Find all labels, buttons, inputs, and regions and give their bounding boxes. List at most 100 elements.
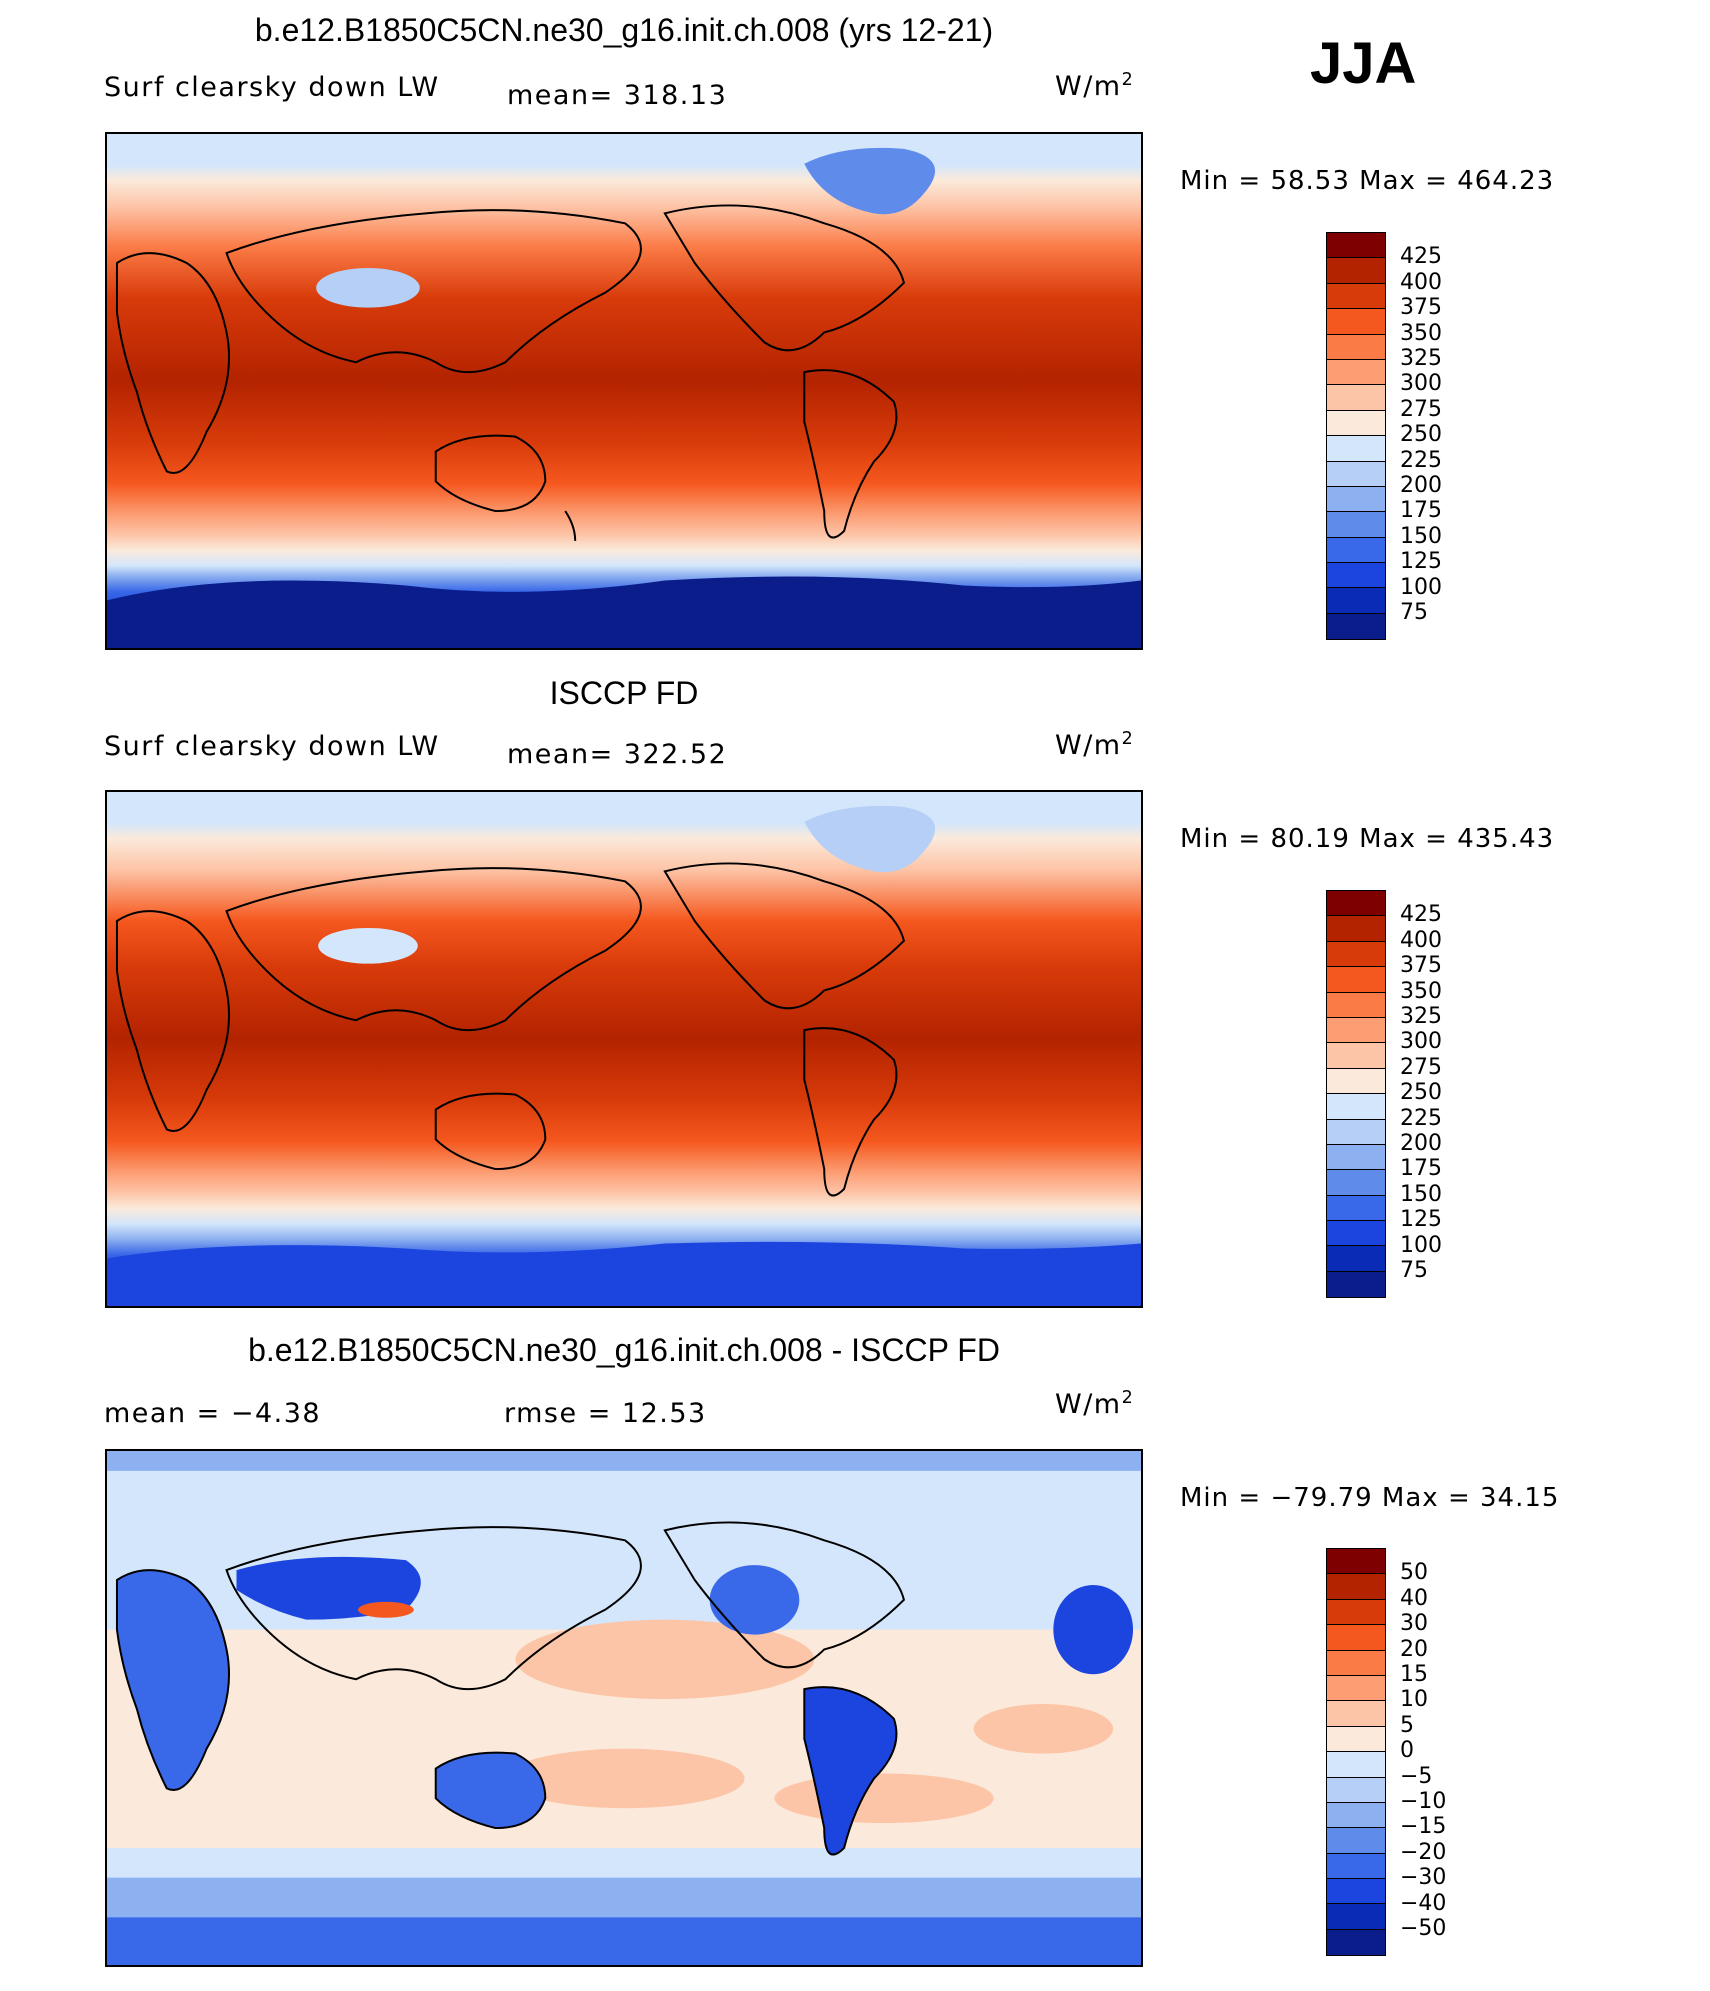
colorbar-swatch (1327, 1119, 1385, 1145)
colorbar-tick-label: 275 (1400, 1054, 1442, 1080)
colorbar-swatch (1327, 1549, 1385, 1575)
colorbar-tick-label: 325 (1400, 1004, 1442, 1029)
colorbar-swatch (1327, 967, 1385, 993)
colorbar-tick-label: 325 (1400, 346, 1442, 371)
colorbar-tick-label: 425 (1400, 244, 1442, 270)
panel1-mean-label: mean= 318.13 (507, 80, 728, 111)
colorbar-tick-label: 75 (1400, 600, 1428, 625)
colorbar-tick-label: 40 (1400, 1585, 1428, 1611)
colorbar-swatch (1327, 461, 1385, 487)
colorbar-tick-label: 125 (1400, 1207, 1442, 1233)
colorbar-tick-label: 175 (1400, 1156, 1442, 1182)
colorbar-tick-label: 400 (1400, 269, 1442, 295)
panel2-colorbar (1326, 890, 1386, 1299)
colorbar-tick-label: 400 (1400, 927, 1442, 953)
colorbar-tick-label: 300 (1400, 371, 1442, 397)
colorbar-swatch (1327, 334, 1385, 360)
colorbar-swatch (1327, 1246, 1385, 1272)
colorbar-tick-label: 150 (1400, 1181, 1442, 1207)
panel2-variable-label: Surf clearsky down LW (104, 731, 440, 762)
colorbar-tick-label: 175 (1400, 498, 1442, 524)
panel1-minmax: Min = 58.53 Max = 464.23 (1180, 166, 1555, 196)
panel3-mean-label: mean = −4.38 (104, 1398, 322, 1429)
panel3-units-label: W/m2 (1055, 1388, 1135, 1420)
colorbar-swatch (1327, 258, 1385, 284)
colorbar-swatch (1327, 1094, 1385, 1120)
colorbar-tick-label: −20 (1400, 1839, 1447, 1865)
panel2-minmax: Min = 80.19 Max = 435.43 (1180, 824, 1555, 854)
colorbar-swatch (1327, 1929, 1385, 1956)
colorbar-tick-label: −40 (1400, 1890, 1447, 1916)
panel1-map (105, 132, 1143, 650)
colorbar-swatch (1327, 1853, 1385, 1880)
colorbar-swatch (1327, 1625, 1385, 1651)
colorbar-swatch (1327, 1170, 1385, 1196)
colorbar-swatch (1327, 385, 1385, 411)
colorbar-tick-label: 225 (1400, 447, 1442, 473)
colorbar-swatch (1327, 1574, 1385, 1600)
colorbar-swatch (1327, 1043, 1385, 1069)
panel1-colorbar (1326, 232, 1386, 641)
colorbar-swatch (1327, 1701, 1385, 1727)
colorbar-swatch (1327, 1828, 1385, 1854)
colorbar-tick-label: 425 (1400, 902, 1442, 928)
colorbar-swatch (1327, 537, 1385, 564)
colorbar-tick-label: 10 (1400, 1687, 1428, 1713)
colorbar-swatch (1327, 613, 1385, 640)
colorbar-swatch (1327, 1221, 1385, 1247)
colorbar-tick-label: 30 (1400, 1611, 1428, 1637)
panel2-mean-label: mean= 322.52 (507, 739, 728, 770)
colorbar-tick-label: 225 (1400, 1105, 1442, 1131)
colorbar-swatch (1327, 233, 1385, 259)
season-label: JJA (1310, 31, 1417, 96)
colorbar-tick-label: 75 (1400, 1258, 1428, 1283)
panel2-map (105, 790, 1143, 1308)
colorbar-swatch (1327, 916, 1385, 942)
panel3-map (105, 1449, 1143, 1967)
colorbar-tick-label: 250 (1400, 1080, 1442, 1106)
colorbar-tick-label: 300 (1400, 1029, 1442, 1055)
colorbar-tick-label: −10 (1400, 1789, 1447, 1814)
colorbar-swatch (1327, 309, 1385, 335)
colorbar-tick-label: −50 (1400, 1916, 1447, 1941)
colorbar-tick-label: 15 (1400, 1662, 1428, 1687)
panel2-units-label: W/m2 (1055, 729, 1135, 761)
colorbar-tick-label: 0 (1400, 1738, 1414, 1764)
colorbar-tick-label: 100 (1400, 1232, 1442, 1258)
colorbar-swatch (1327, 283, 1385, 310)
colorbar-tick-label: 150 (1400, 523, 1442, 549)
colorbar-swatch (1327, 1879, 1385, 1905)
colorbar-tick-label: −30 (1400, 1865, 1447, 1891)
colorbar-tick-label: 50 (1400, 1560, 1428, 1586)
colorbar-tick-label: 275 (1400, 396, 1442, 422)
colorbar-tick-label: 375 (1400, 295, 1442, 321)
colorbar-tick-label: 5 (1400, 1712, 1414, 1738)
colorbar-swatch (1327, 486, 1385, 513)
colorbar-swatch (1327, 1144, 1385, 1171)
colorbar-swatch (1327, 891, 1385, 917)
colorbar-tick-label: 375 (1400, 953, 1442, 979)
colorbar-tick-label: −15 (1400, 1814, 1447, 1840)
panel1-units-label: W/m2 (1055, 70, 1135, 102)
panel3-colorbar (1326, 1548, 1386, 1957)
panel1-variable-label: Surf clearsky down LW (104, 72, 440, 103)
colorbar-swatch (1327, 563, 1385, 589)
colorbar-tick-label: 350 (1400, 320, 1442, 346)
panel3-minmax: Min = −79.79 Max = 34.15 (1180, 1483, 1560, 1513)
colorbar-swatch (1327, 1650, 1385, 1676)
colorbar-swatch (1327, 512, 1385, 538)
colorbar-swatch (1327, 1195, 1385, 1222)
colorbar-swatch (1327, 992, 1385, 1018)
colorbar-swatch (1327, 1068, 1385, 1095)
colorbar-swatch (1327, 1726, 1385, 1753)
colorbar-tick-label: 100 (1400, 574, 1442, 600)
colorbar-swatch (1327, 1675, 1385, 1702)
panel3-title: b.e12.B1850C5CN.ne30_g16.init.ch.008 - I… (248, 1332, 1000, 1368)
colorbar-swatch (1327, 941, 1385, 968)
colorbar-swatch (1327, 1904, 1385, 1930)
panel3-rmse-label: rmse = 12.53 (504, 1398, 707, 1429)
colorbar-tick-label: 200 (1400, 1131, 1442, 1156)
colorbar-swatch (1327, 359, 1385, 386)
colorbar-swatch (1327, 1802, 1385, 1829)
panel1-title: b.e12.B1850C5CN.ne30_g16.init.ch.008 (yr… (254, 12, 994, 48)
